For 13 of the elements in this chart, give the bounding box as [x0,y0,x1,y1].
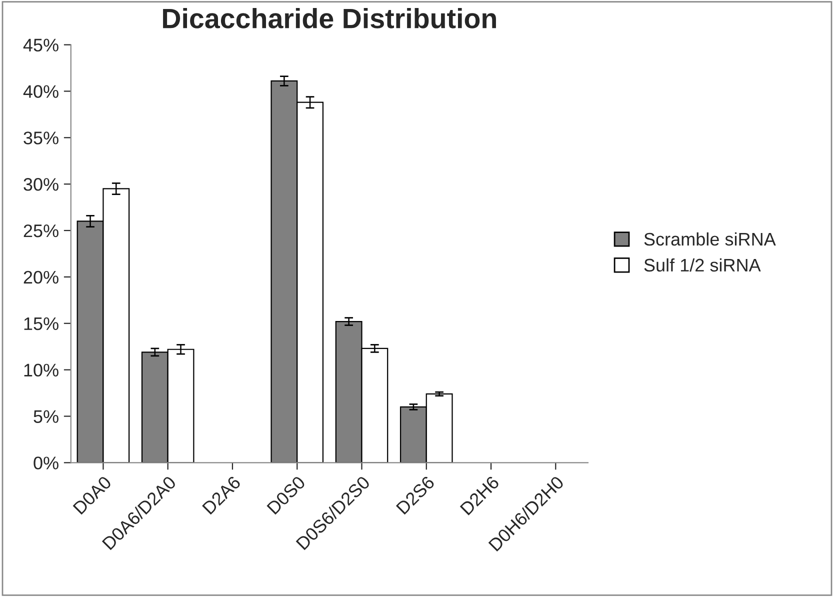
legend-label: Sulf 1/2 siRNA [644,258,761,272]
y-tick-label: 0% [34,456,58,470]
y-tick-label: 40% [23,85,58,98]
y-tick-label: 10% [24,364,58,377]
y-tick-label: 15% [24,317,58,330]
legend-label: Scramble siRNA [644,232,776,246]
y-tick-label: 5% [34,410,58,423]
y-tick-label: 35% [24,132,58,144]
y-tick-label: 20% [24,270,58,284]
y-tick-label: 45% [23,38,58,52]
chart-title: Dicaccharide Distribution [163,8,496,28]
y-tick-label: 30% [24,178,58,191]
y-tick-label: 25% [24,224,58,238]
